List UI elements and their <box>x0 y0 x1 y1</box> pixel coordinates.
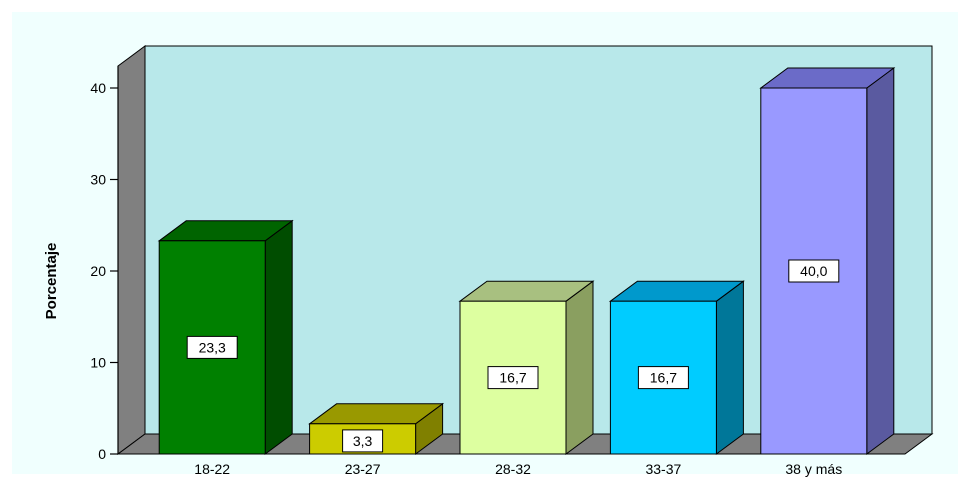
data-label: 16,7 <box>499 370 526 386</box>
data-label-box <box>186 335 238 359</box>
data-label: 16,7 <box>650 370 677 386</box>
bar: 3,3 <box>308 402 445 455</box>
data-label: 40,0 <box>800 263 827 279</box>
bar: 16,7 <box>608 280 745 455</box>
data-label-box <box>637 366 689 390</box>
bar-side <box>264 219 293 455</box>
bar-side <box>866 67 895 455</box>
x-axis-labels: 18-22 23-27 28-32 33-37 38 y más <box>194 461 842 477</box>
bar: 16,7 <box>458 280 595 455</box>
data-label-box <box>342 429 384 453</box>
data-label-box <box>788 259 840 283</box>
x-tick-label: 38 y más <box>785 461 842 477</box>
data-label: 23,3 <box>199 339 226 355</box>
x-tick-label: 18-22 <box>194 461 230 477</box>
bar-side <box>715 280 744 455</box>
side-wall <box>117 45 146 455</box>
y-axis-title: Porcentaje <box>43 243 60 320</box>
y-axis-ticks: 0 10 20 30 40 <box>90 80 118 462</box>
y-tick-label: 30 <box>90 172 106 188</box>
bar: 40,0 <box>759 67 896 455</box>
y-tick-label: 20 <box>90 263 106 279</box>
x-tick-label: 33-37 <box>645 461 681 477</box>
bar-side <box>565 280 594 455</box>
bar: 23,3 <box>157 219 294 455</box>
y-tick-label: 40 <box>90 80 106 96</box>
bars: 23,3 3,3 16,7 16,7 40,0 <box>157 67 896 455</box>
data-label: 3,3 <box>353 433 373 449</box>
y-tick-label: 0 <box>98 446 106 462</box>
x-tick-label: 28-32 <box>495 461 531 477</box>
data-label-box <box>487 366 539 390</box>
y-tick-label: 10 <box>90 355 106 371</box>
x-tick-label: 23-27 <box>345 461 381 477</box>
